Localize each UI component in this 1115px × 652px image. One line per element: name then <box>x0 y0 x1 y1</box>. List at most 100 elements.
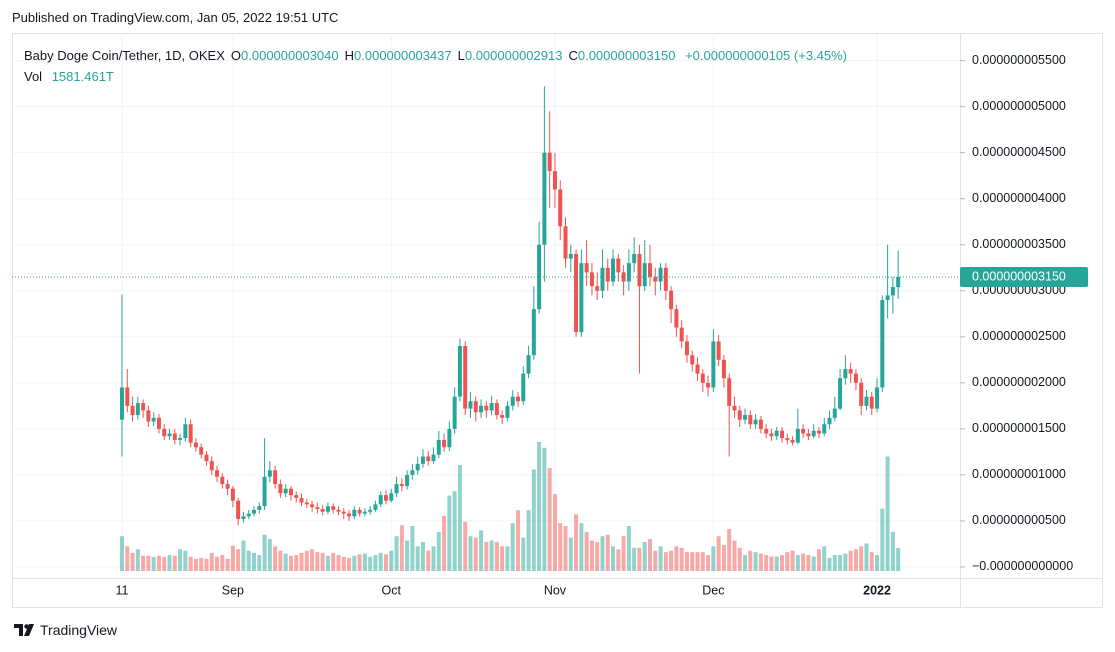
x-tick-label: 2022 <box>863 583 891 597</box>
x-tick-label: Oct <box>382 583 402 597</box>
candle-body <box>457 346 462 397</box>
volume-bar <box>780 555 784 571</box>
volume-bar <box>684 552 689 571</box>
volume-bar <box>848 550 853 571</box>
candle-body <box>362 511 367 514</box>
volume-bar <box>183 550 188 571</box>
volume-bar <box>632 547 637 571</box>
volume-bar <box>822 546 827 571</box>
candle-body <box>410 470 415 475</box>
volume-bar <box>188 556 193 571</box>
volume-bar <box>489 540 494 571</box>
volume-bar <box>431 546 436 571</box>
candle-body <box>896 276 901 288</box>
candle-body <box>473 401 478 413</box>
volume-bar <box>743 555 748 571</box>
candle-body <box>626 263 631 282</box>
volume-bar <box>732 540 737 571</box>
volume-bar <box>341 556 346 571</box>
volume-bar <box>616 549 621 571</box>
volume-bar <box>320 552 325 571</box>
volume-bar <box>484 542 489 571</box>
candle-body <box>130 405 135 416</box>
candle-body <box>420 456 425 464</box>
candle-body <box>679 327 684 342</box>
volume-bar <box>568 537 573 571</box>
candle-body <box>447 428 452 448</box>
volume-bar <box>283 553 288 571</box>
candle-body <box>743 415 748 420</box>
candle-body <box>204 454 209 462</box>
volume-bar <box>579 523 584 571</box>
volume-bar <box>294 555 299 571</box>
volume-bar <box>827 557 832 571</box>
volume-bar <box>357 554 362 571</box>
volume-bar <box>737 547 742 571</box>
candle-body <box>505 405 510 418</box>
footer: TradingView <box>14 622 117 638</box>
y-tick-label: −0.000000000000 <box>972 559 1073 573</box>
candle-body <box>653 276 658 282</box>
volume-bar <box>225 558 230 571</box>
candle-body <box>215 470 220 477</box>
volume-bar <box>336 555 341 571</box>
volume-bar <box>199 557 204 571</box>
candle-body <box>378 495 383 505</box>
ohlc-value: 0.000000003150 <box>577 48 676 63</box>
candle-body <box>621 272 626 282</box>
candle-body <box>600 267 605 291</box>
candle-body <box>288 488 293 496</box>
candle-body <box>542 152 547 245</box>
candle-body <box>568 253 573 259</box>
candle-body <box>780 430 784 439</box>
volume-bar <box>352 555 357 571</box>
volume-bar <box>162 556 167 571</box>
volume-bar <box>721 544 726 571</box>
candle-body <box>262 476 267 507</box>
volume-name: Vol <box>24 69 43 84</box>
volume-bar <box>141 555 146 571</box>
candle-body <box>172 433 177 440</box>
candle-body <box>120 387 124 420</box>
volume-bar <box>368 556 373 571</box>
candle-body <box>595 286 600 291</box>
candle-body <box>711 341 716 388</box>
candle-body <box>537 244 542 310</box>
candle-body <box>331 506 336 510</box>
candle-body <box>611 258 616 282</box>
volume-bar <box>172 555 177 571</box>
candle-body <box>394 484 399 494</box>
volume-bar <box>711 546 716 571</box>
volume-bar <box>695 552 700 571</box>
candle-body <box>816 430 821 434</box>
volume-bar <box>230 545 235 571</box>
candle-body <box>753 419 758 425</box>
candle-body <box>732 405 737 411</box>
volume-bar <box>494 542 499 571</box>
volume-bar <box>853 549 858 571</box>
volume-bar <box>621 536 626 571</box>
x-tick-label: Sep <box>222 583 244 597</box>
last-price-label: 0.000000003150 <box>972 269 1066 283</box>
volume-bar <box>273 546 278 571</box>
volume-bar <box>331 552 336 571</box>
candle-body <box>283 488 288 494</box>
volume-bar <box>769 556 774 571</box>
candle-body <box>737 410 742 420</box>
volume-bar <box>748 550 753 571</box>
volume-bar <box>236 549 241 571</box>
volume-bar <box>204 558 209 571</box>
x-tick-label: Dec <box>702 583 724 597</box>
volume-bar <box>415 546 420 571</box>
volume-bar <box>156 555 161 571</box>
volume-bar <box>151 556 156 571</box>
volume-bar <box>706 555 711 571</box>
volume-bar <box>795 555 800 571</box>
volume-bar <box>626 526 631 571</box>
candle-body <box>273 470 278 485</box>
volume-bar <box>648 539 652 571</box>
candle-body <box>769 433 774 437</box>
volume-bar <box>753 552 758 571</box>
y-tick-label: 0.000000004000 <box>972 191 1066 205</box>
